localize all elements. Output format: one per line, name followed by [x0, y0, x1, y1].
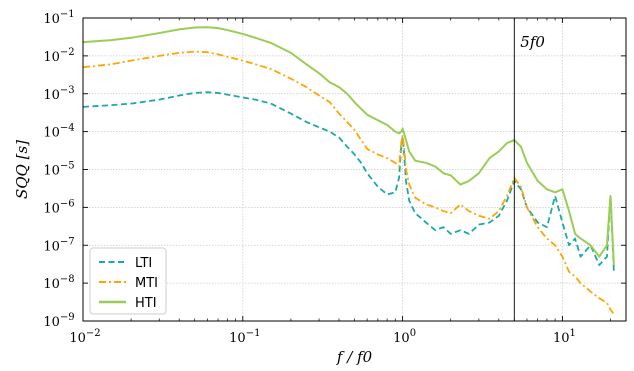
y-tick-label: 10−2: [43, 47, 74, 65]
x-tick-label: 101: [553, 328, 576, 346]
legend: LTI MTI HTI: [89, 247, 167, 315]
y-tick-label: 10−5: [43, 161, 74, 179]
legend-label-hti: HTI: [135, 296, 157, 311]
legend-box: [89, 247, 167, 315]
grid: [82, 18, 626, 321]
y-tick-label: 10−6: [43, 198, 74, 216]
series-line-mti: [82, 50, 615, 315]
y-axis-label: SQQ [s]: [13, 140, 31, 199]
series-line-hti: [82, 26, 615, 266]
series-line-lti: [82, 91, 615, 272]
y-tick-label: 10−9: [43, 312, 74, 330]
legend-label-lti: LTI: [135, 256, 152, 271]
x-tick-label: 10−1: [229, 328, 260, 346]
x-tick-label: 100: [393, 328, 416, 346]
x-axis-label: f / f0: [336, 348, 373, 366]
y-tick-label: 10−7: [43, 236, 74, 254]
series-layer: [82, 26, 615, 315]
x-tick-label: 10−2: [69, 328, 100, 346]
y-tick-label: 10−8: [43, 274, 74, 292]
annotation-label: 5f0: [520, 33, 545, 51]
y-tick-label: 10−4: [43, 123, 74, 141]
y-tick-label: 10−1: [43, 9, 74, 27]
y-tick-label: 10−3: [43, 85, 74, 103]
legend-label-mti: MTI: [135, 276, 158, 291]
ticks: 10−2 10−1 100 101 10−9 10−8 10−7 10−6 10−5 10−4 10…: [43, 9, 626, 346]
